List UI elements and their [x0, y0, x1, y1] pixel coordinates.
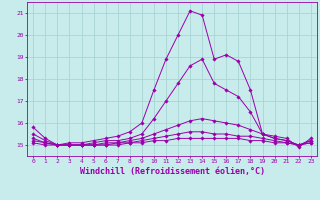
X-axis label: Windchill (Refroidissement éolien,°C): Windchill (Refroidissement éolien,°C): [79, 167, 265, 176]
